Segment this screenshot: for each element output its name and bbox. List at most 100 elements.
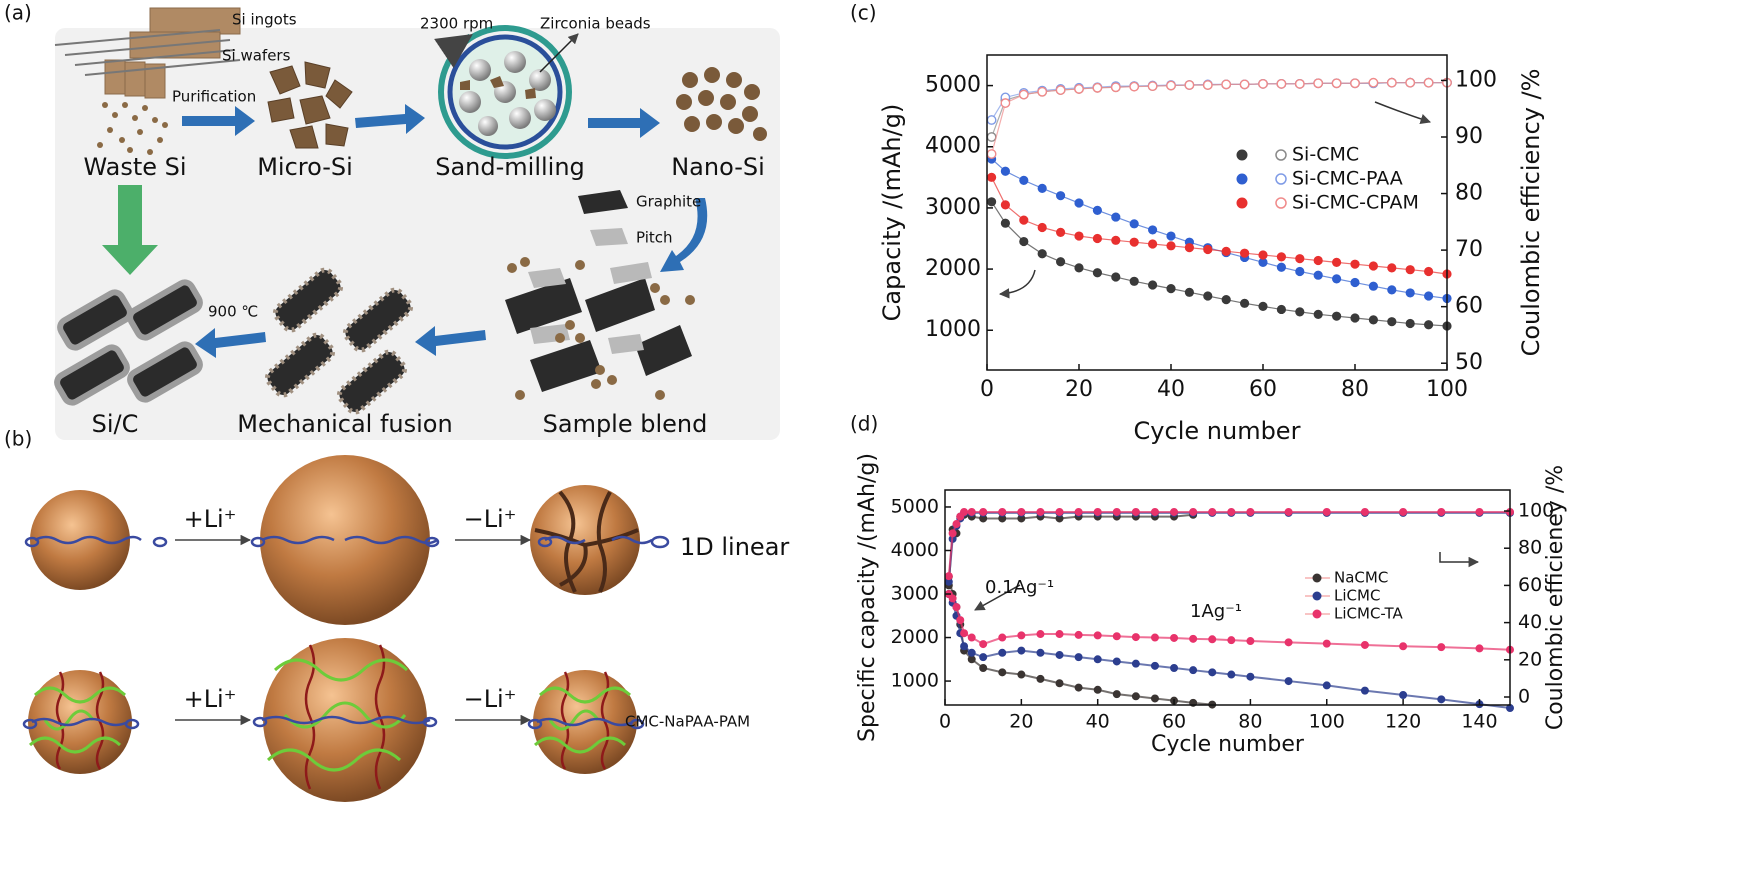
panel-a-art-shape <box>102 185 158 275</box>
data-point <box>1131 507 1140 516</box>
data-point <box>1208 635 1217 644</box>
data-point <box>1276 78 1287 89</box>
data-point <box>1093 631 1102 640</box>
panel-b-art-shape-shape <box>266 748 402 772</box>
data-point <box>1056 227 1066 237</box>
chart-arrows <box>974 101 1480 611</box>
panel-a-art-shape-shape <box>726 72 742 88</box>
data-point <box>1276 304 1287 315</box>
data-point <box>1332 311 1342 321</box>
panel-a-art-shape-shape <box>660 198 708 272</box>
data-point <box>1184 243 1195 253</box>
label: Si/C <box>92 410 139 438</box>
data-point <box>1246 507 1255 516</box>
legend-marker <box>1236 149 1248 161</box>
legend-marker <box>1275 173 1287 185</box>
data-point <box>1240 248 1250 258</box>
panel-b-art-shape-shape <box>424 536 440 548</box>
panel-a-art-shape-shape <box>142 105 148 111</box>
panel-a-art-shape-shape <box>102 102 108 108</box>
data-point <box>1227 670 1236 679</box>
panel-a-art-shape <box>459 51 556 136</box>
panel-a-art-shape-shape <box>529 69 551 91</box>
data-point <box>1036 674 1045 683</box>
panel-a-art-shape-shape <box>104 59 126 95</box>
data-point <box>1150 507 1159 516</box>
panel-a-art-shape-shape <box>459 91 481 113</box>
data-point <box>1170 664 1179 673</box>
panel-b-art-shape-shape <box>31 717 129 727</box>
panel-a-art-shape-shape <box>137 129 143 135</box>
data-point <box>1074 653 1083 662</box>
panel-a-art-shape-shape <box>744 84 760 100</box>
y2-tick-label: 80 <box>1518 537 1542 559</box>
y-tick-label: 3000 <box>891 583 939 605</box>
panel-a-art-shape-shape <box>504 51 526 73</box>
panel-a-art-shape-shape <box>144 63 166 99</box>
data-point <box>1405 318 1415 329</box>
panel-a-art-shape-shape <box>509 107 531 129</box>
panel-a-art-shape-shape <box>289 125 319 149</box>
data-point <box>986 132 997 142</box>
label: 900 ℃ <box>208 303 258 321</box>
data-point <box>1111 272 1121 282</box>
label: Pitch <box>636 229 673 247</box>
panel-a-art-shape-shape <box>299 95 331 125</box>
data-point <box>1166 241 1176 251</box>
data-point <box>1129 219 1139 229</box>
data-point <box>1246 637 1255 646</box>
y-tick-label: 4000 <box>925 134 981 159</box>
data-point <box>1295 266 1305 277</box>
y-tick-label: 2000 <box>925 256 981 281</box>
data-point <box>1405 265 1415 275</box>
data-point <box>967 655 976 664</box>
data-point <box>1322 639 1331 648</box>
panel-b-art-shape-shape <box>344 535 438 545</box>
data-point <box>1019 175 1029 185</box>
data-point <box>1131 659 1140 668</box>
y-axis-title: Capacity /(mAh/g) <box>878 104 906 322</box>
label: Purification <box>172 88 256 106</box>
panel-b-art-shape-shape <box>261 535 335 545</box>
plot-frame <box>944 489 1511 706</box>
data-point <box>1147 81 1158 92</box>
panel-b-art-shape-shape <box>533 736 627 754</box>
data-point <box>1000 200 1011 210</box>
x-tick-label: 40 <box>1086 711 1110 733</box>
y2-tick-label: 60 <box>1455 294 1483 319</box>
data-point <box>1189 507 1198 516</box>
panel-b-art-shape-shape <box>43 709 95 731</box>
panel-a-art-shape-shape <box>64 39 231 56</box>
panel-a-art-shape-shape <box>355 104 425 134</box>
panel-b-art-shape-shape <box>611 535 653 545</box>
data-point <box>1000 98 1011 108</box>
data-point <box>1000 218 1011 228</box>
data-point <box>986 115 997 125</box>
data-point <box>948 594 957 603</box>
data-point <box>952 603 961 612</box>
panel-a-art-shape-shape <box>107 127 113 133</box>
x-tick-label: 0 <box>980 377 994 402</box>
data-point <box>1037 222 1047 233</box>
y-tick-label: 5000 <box>891 495 939 517</box>
y2-tick-label: 50 <box>1455 350 1483 375</box>
panel-a-art-shape <box>578 190 628 214</box>
data-point <box>1074 683 1083 692</box>
legend-label: Si-CMC-PAA <box>1292 168 1403 190</box>
chart-arrows-shape <box>1439 552 1480 568</box>
data-point <box>1148 280 1158 290</box>
panel-a-art-shape-shape <box>534 99 556 121</box>
data-point <box>1131 692 1140 701</box>
panel-b-art-shape-shape <box>28 736 122 754</box>
legend-marker <box>1312 609 1322 619</box>
series-line <box>947 513 1194 586</box>
data-point <box>1424 291 1434 301</box>
data-point <box>1017 507 1026 516</box>
panel-b-art-shape-shape <box>596 491 612 593</box>
data-point <box>1037 86 1048 97</box>
panel-b-art <box>22 455 670 802</box>
panel-a-art-shape <box>54 29 241 76</box>
legend-label: Si-CMC <box>1292 144 1359 166</box>
data-point <box>998 648 1007 657</box>
